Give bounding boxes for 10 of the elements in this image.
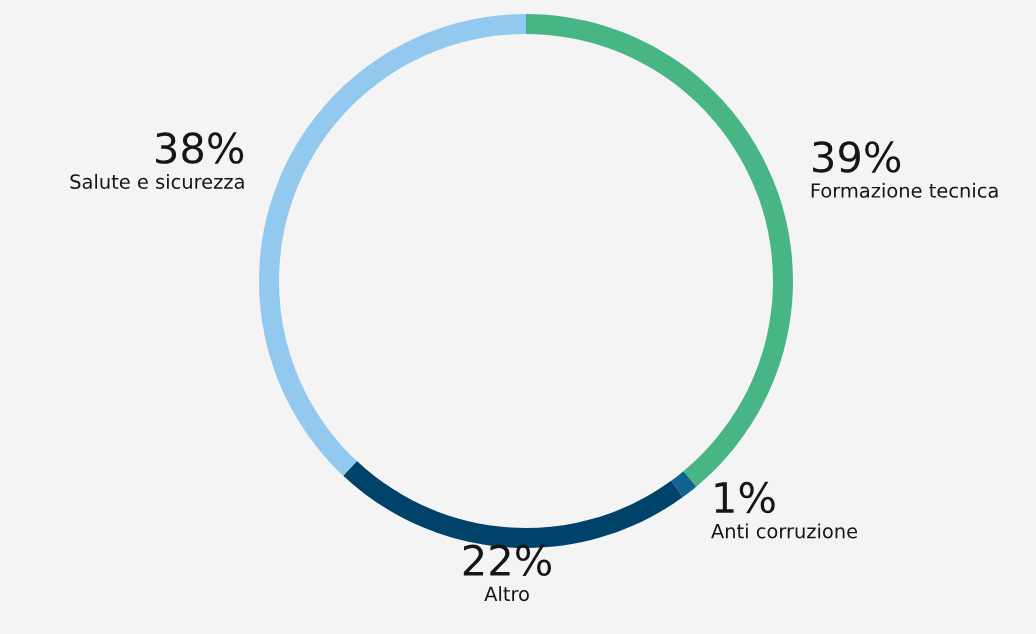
data-label: 38% bbox=[156, 132, 244, 164]
slice-label: Altro bbox=[484, 586, 529, 602]
slice-label: Anti corruzione bbox=[711, 523, 858, 539]
donut-slice bbox=[259, 14, 526, 476]
slice-label: Salute e sicurezza bbox=[70, 173, 244, 189]
data-label: 39% bbox=[813, 141, 901, 173]
data-label: 1% bbox=[715, 481, 775, 514]
donut-slice bbox=[671, 471, 697, 498]
slice-label: Formazione tecnica bbox=[811, 182, 998, 198]
data-label: 22% bbox=[463, 544, 552, 577]
